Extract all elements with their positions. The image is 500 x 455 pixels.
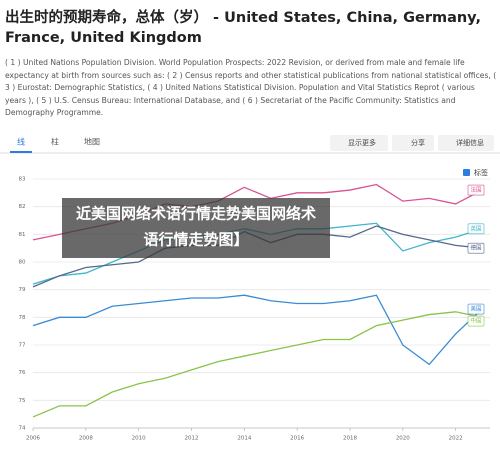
end-label-box [467,315,485,327]
end-label-box [467,184,485,196]
title: 出生时的预期寿命，总体（岁） - United States, China, G… [5,10,482,46]
end-label: 美国 [470,305,482,313]
end-label: 中国 [470,317,482,325]
button[interactable] [438,135,494,151]
y-tick-label: 80 [19,260,26,266]
active-tab-underline [10,151,32,153]
x-tick-label: 2016 [290,436,304,442]
y-tick-label: 76 [19,370,26,376]
end-label: 法国 [470,186,482,194]
x-tick-label: 2008 [79,436,93,442]
button-label[interactable]: 分享 [411,138,425,147]
x-tick-label: 2022 [449,436,463,442]
end-label: 德国 [470,244,482,252]
watermark-box [62,198,330,258]
y-tick-label: 75 [19,398,26,404]
x-tick-label: 2010 [132,436,146,442]
end-label: 英国 [470,224,482,232]
button-label[interactable]: 详细信息 [456,138,484,147]
end-label-box [467,242,485,254]
button[interactable] [392,135,434,151]
series-line [32,294,483,366]
y-tick-label: 77 [19,343,26,349]
button-label[interactable]: 显示更多 [348,138,376,147]
watermark-text: 语行情走势图】 [143,231,248,249]
x-tick-label: 2006 [26,436,40,442]
x-tick-label: 2012 [184,436,198,442]
y-tick-label: 81 [19,232,26,238]
end-label-box [467,303,485,315]
tab[interactable]: 线 [17,137,25,147]
y-tick-label: 79 [19,287,26,293]
legend-checkbox[interactable] [463,169,470,176]
tab[interactable]: 地图 [84,137,100,147]
legend-label: 标签 [474,168,488,177]
source-note: ( 1 ) United Nations Population Division… [5,58,497,117]
watermark-text: 近美国网络术语行情走势美国网络术 [76,205,316,223]
end-label-box [467,223,485,235]
button[interactable] [330,135,388,151]
y-tick-label: 74 [19,426,26,432]
series-line [32,311,483,418]
tab[interactable]: 柱 [51,137,59,147]
y-tick-label: 82 [19,204,26,210]
y-tick-label: 83 [19,177,26,183]
x-tick-label: 2020 [396,436,410,442]
y-tick-label: 78 [19,315,26,321]
x-tick-label: 2018 [343,436,357,442]
x-tick-label: 2014 [237,436,251,442]
